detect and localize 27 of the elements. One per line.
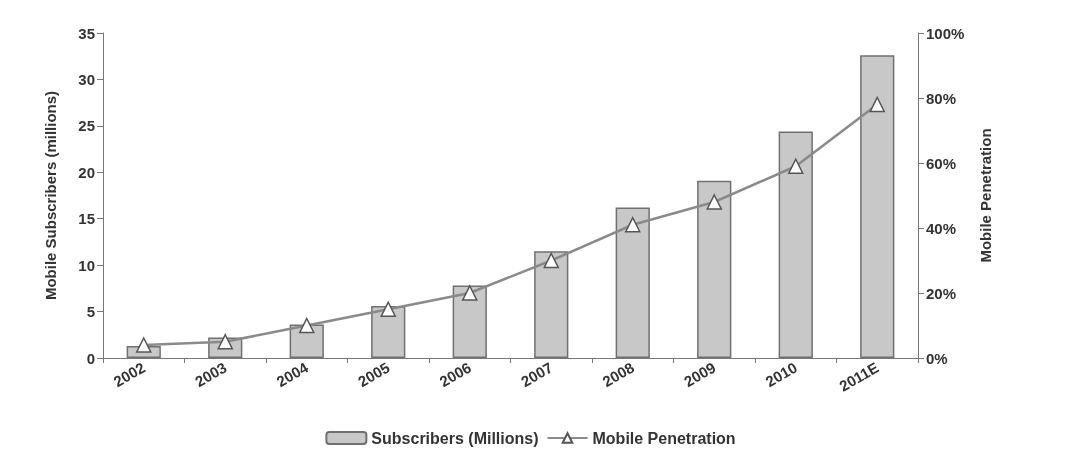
y2-tick-label: 60% [926,154,957,172]
y-tick-label: 15 [78,210,95,228]
y2-tick-label: 40% [926,219,957,237]
x-tick-label: 2004 [273,358,312,391]
y-tick-label: 30 [78,70,95,88]
y-tick-label: 0 [86,349,95,367]
y-tick-label: 35 [78,24,95,42]
x-tick-label: 2005 [355,358,393,391]
x-tick-label: 2008 [599,358,637,391]
y-tick-label: 25 [78,117,95,135]
y2-axis-title: Mobile Penetration [977,128,994,263]
y2-tick-label: 0% [926,349,948,367]
y2-tick-label: 20% [926,284,957,302]
x-tick-label: 2009 [681,358,719,391]
y2-tick-label: 80% [926,89,957,107]
x-tick-label: 2003 [192,358,230,391]
x-tick-label: 2006 [436,358,474,391]
y-axis-title: Mobile Subscribers (millions) [42,90,59,301]
y-tick-label: 5 [86,303,95,321]
x-tick-label: 2007 [518,358,556,391]
y-tick-label: 20 [78,163,95,181]
x-tick-label: 2002 [110,358,148,391]
legend-label: Subscribers (Millions) [371,429,539,447]
x-tick-label: 2010 [762,358,800,391]
y-tick-label: 10 [78,256,95,274]
legend-label: Mobile Penetration [592,429,736,447]
y2-tick-label: 100% [926,24,965,42]
